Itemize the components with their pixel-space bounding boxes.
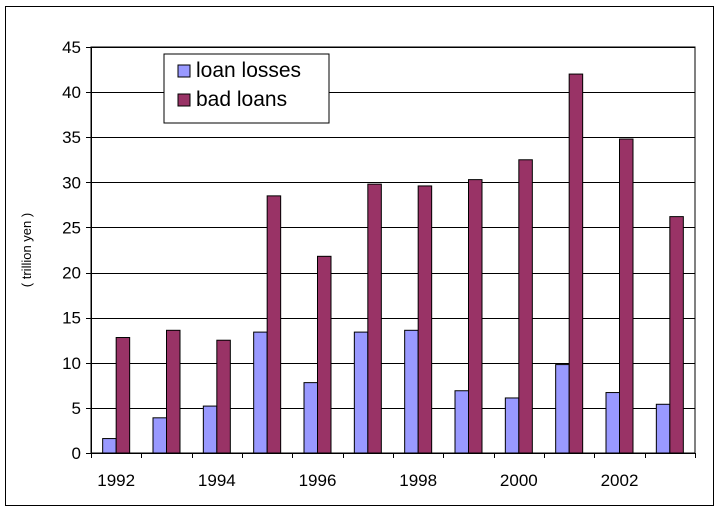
bar-bad-loans-1999: [468, 179, 483, 454]
y-tick-label: 45: [62, 38, 81, 57]
y-tick-label: 40: [62, 83, 81, 102]
x-tick-label: 1994: [198, 471, 236, 490]
bar-loan-losses-1994: [202, 405, 218, 454]
bar-loan-losses-1995: [253, 331, 268, 454]
x-tick-label: 1992: [97, 471, 135, 490]
bar-loan-losses-2003: [655, 403, 671, 454]
bar-bad-loans-1993: [166, 329, 181, 454]
y-tick-label: 10: [62, 354, 81, 373]
bar-loan-losses-1997: [353, 331, 369, 454]
bar-loan-losses-1999: [454, 390, 469, 454]
y-tick-label: 15: [62, 309, 81, 328]
bar-loan-losses-1992: [102, 438, 117, 454]
axes: [86, 47, 696, 458]
x-tick-label: 2002: [601, 471, 639, 490]
x-tick-label: 2000: [500, 471, 538, 490]
bar-loan-losses-2000: [504, 397, 520, 454]
legend-label-bad-loans: bad loans: [196, 88, 287, 111]
bar-bad-loans-1995: [266, 195, 282, 454]
y-tick-label: 20: [62, 264, 81, 283]
legend: loan losses bad loans: [163, 53, 330, 124]
bar-loan-losses-1996: [303, 382, 318, 454]
y-tick-label: 35: [62, 128, 81, 147]
x-tick-label: 1996: [299, 471, 337, 490]
y-axis-label: ( trillion yen ): [19, 213, 34, 287]
y-tick-label: 30: [62, 173, 81, 192]
legend-swatch-loan-losses: [177, 64, 191, 78]
bar-bad-loans-1996: [317, 255, 332, 454]
legend-swatch-bad-loans: [177, 93, 191, 107]
bar-bad-loans-1998: [417, 185, 433, 454]
bar-loan-losses-2001: [555, 364, 570, 454]
legend-label-loan-losses: loan losses: [196, 59, 301, 82]
bar-bad-loans-2000: [518, 159, 533, 454]
bar-bad-loans-1997: [367, 183, 382, 454]
legend-box: [163, 53, 330, 124]
bar-loan-losses-1993: [152, 417, 167, 454]
bar-loan-losses-2002: [605, 392, 620, 454]
y-tick-label: 5: [72, 399, 81, 418]
y-tick-label: 25: [62, 218, 81, 237]
tick-labels: 0 5 10 15 20 25 30 35 40 45 1992 1994 1996 1998 2000 20…: [62, 38, 638, 490]
bar-bad-loans-2002: [619, 138, 634, 454]
bar-loan-losses-1998: [404, 329, 419, 454]
bar-bad-loans-1994: [216, 339, 231, 454]
bar-bad-loans-2003: [669, 216, 684, 454]
bar-bad-loans-2001: [568, 73, 584, 454]
y-tick-label: 0: [72, 444, 81, 463]
bar-bad-loans-1992: [115, 337, 131, 454]
x-tick-label: 1998: [399, 471, 437, 490]
